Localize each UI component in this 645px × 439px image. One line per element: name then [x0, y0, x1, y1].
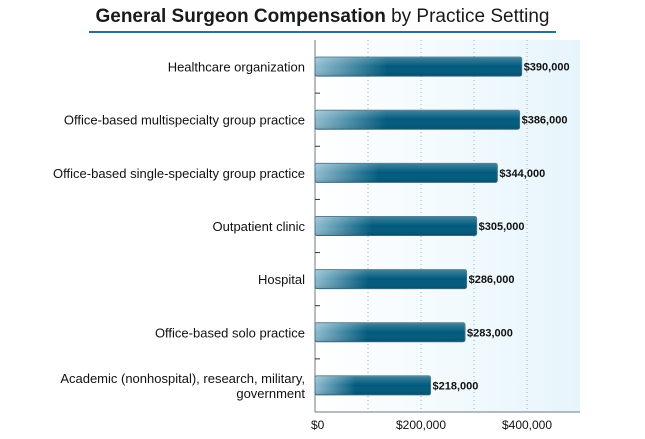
data-label: $344,000 [499, 168, 545, 180]
x-tick-label: $400,000 [502, 418, 552, 432]
category-label: Academic (nonhospital), research, milita… [60, 371, 305, 386]
data-label: $305,000 [479, 221, 525, 233]
category-label: Office-based multispecialty group practi… [64, 113, 305, 128]
category-label: Hospital [258, 272, 305, 287]
bar-shine [315, 322, 465, 342]
data-label: $218,000 [433, 380, 479, 392]
labels: $390,000 Healthcare organization $386,000 O… [53, 60, 570, 432]
chart-title-bold: General Surgeon Compensation [95, 6, 386, 27]
x-tick-label: $0 [311, 418, 325, 432]
bar-shine [315, 375, 431, 395]
data-label: $390,000 [524, 62, 570, 74]
data-label: $386,000 [522, 115, 568, 127]
bars [314, 56, 523, 396]
category-label: Outpatient clinic [213, 219, 306, 234]
bar-shine [315, 269, 467, 289]
data-label: $283,000 [467, 327, 513, 339]
chart-title-wrap: General Surgeon Compensation by Practice… [0, 6, 645, 33]
bar-shine [315, 57, 522, 77]
category-label: Healthcare organization [168, 60, 305, 75]
bar-shine [315, 163, 498, 183]
category-label: Office-based single-specialty group prac… [53, 166, 305, 181]
data-label: $286,000 [469, 274, 515, 286]
x-tick-label: $200,000 [396, 418, 446, 432]
bar-shine [315, 110, 520, 130]
chart-title: General Surgeon Compensation by Practice… [89, 6, 556, 33]
chart-title-rest: by Practice Setting [385, 6, 550, 27]
bar-shine [315, 216, 477, 236]
category-label: Office-based solo practice [155, 325, 305, 340]
category-label: government [236, 386, 305, 401]
